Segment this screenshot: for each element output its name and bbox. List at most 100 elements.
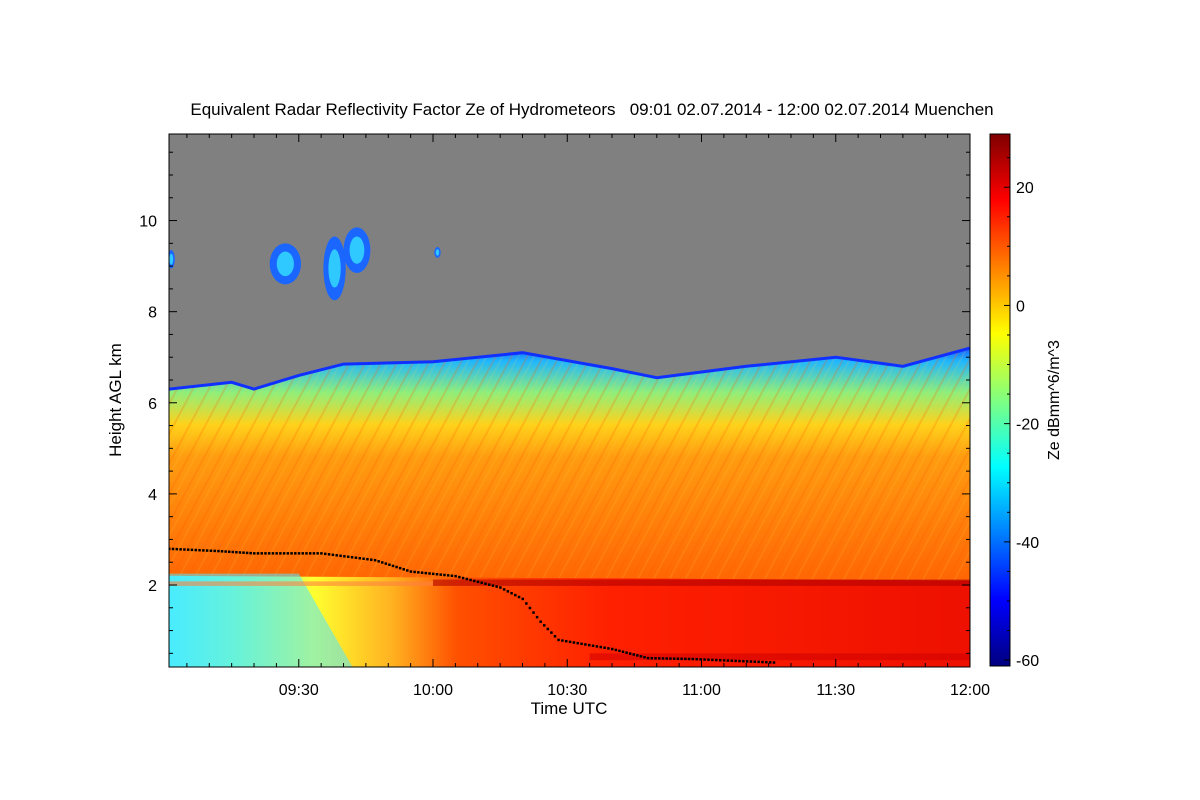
melting-layer-dot <box>320 552 323 555</box>
melting-layer-dot <box>542 624 546 627</box>
melting-layer-dot <box>343 555 346 558</box>
melting-layer-dot <box>391 564 395 568</box>
melting-layer-dot <box>358 556 362 560</box>
melting-layer-dot <box>186 548 190 551</box>
melting-layer-dot <box>568 640 572 644</box>
melting-layer-dot <box>398 566 402 570</box>
melting-layer-dot <box>691 657 695 661</box>
melting-layer-dot <box>377 560 380 563</box>
melting-layer-dot <box>428 572 431 575</box>
melting-layer-dot <box>473 579 476 583</box>
melting-layer-dot <box>514 593 517 597</box>
melting-layer-markers <box>169 547 776 664</box>
melting-layer-dot <box>484 582 487 585</box>
melting-layer-dot <box>687 657 691 661</box>
x-tick-label: 10:00 <box>413 682 453 699</box>
y-tick-label: 6 <box>148 396 157 413</box>
melting-layer-dot <box>238 551 242 554</box>
upper-cloud-core-2 <box>328 249 341 288</box>
melting-layer-dot <box>346 555 350 559</box>
melting-layer-dot <box>502 588 506 591</box>
melting-layer-dot <box>316 552 319 555</box>
melting-layer-dot <box>603 646 606 649</box>
melting-layer-dot <box>179 548 182 551</box>
x-tick-label: 11:30 <box>816 682 855 699</box>
melting-layer-dot <box>722 659 726 662</box>
plot-frame <box>168 133 971 668</box>
melting-layer-dot <box>521 597 525 601</box>
melting-layer-dot <box>417 571 420 574</box>
melting-layer-dot <box>591 644 595 648</box>
melting-layer-dot <box>510 591 513 595</box>
melting-layer-dot <box>286 552 290 555</box>
melting-layer-dot <box>264 552 267 555</box>
melting-layer-dot <box>595 645 599 648</box>
melting-layer-dot <box>432 572 435 576</box>
melting-layer-dot <box>506 590 510 593</box>
melting-layer-dot <box>227 550 231 554</box>
colorbar-tick-label: -20 <box>1016 417 1039 434</box>
melting-layer-dot <box>450 574 454 578</box>
melting-layer-dot <box>517 595 521 599</box>
melting-layer-dot <box>169 547 171 551</box>
melting-layer-dot <box>553 635 557 638</box>
near-ground-strip <box>589 653 970 661</box>
melting-layer-dot <box>654 657 657 660</box>
upper-cloud-core-5 <box>169 253 174 265</box>
melting-layer-dot <box>256 552 260 555</box>
x-tick-label: 09:30 <box>279 682 319 699</box>
melting-layer-dot <box>639 655 643 658</box>
melting-layer-dot <box>446 574 450 577</box>
melting-layer-dot <box>695 657 698 661</box>
melting-layer-dot <box>772 661 776 664</box>
melting-layer-dot <box>224 550 227 553</box>
melting-layer-dot <box>194 548 198 552</box>
melting-layer-dot <box>699 658 702 661</box>
melting-layer-dot <box>528 606 532 610</box>
melting-layer-dot <box>628 652 632 655</box>
melting-layer-dot <box>373 558 377 562</box>
melting-layer-dot <box>171 547 175 551</box>
bright-band-west <box>169 581 434 586</box>
melting-layer-dot <box>253 552 256 555</box>
x-tick-label: 10:30 <box>547 682 587 699</box>
melting-layer-dot <box>768 661 772 664</box>
melting-layer-dot <box>209 549 213 552</box>
colorbar-tick-label: 20 <box>1016 180 1034 197</box>
melting-layer-dot <box>323 552 327 556</box>
colorbar-tick-label: 0 <box>1016 298 1025 315</box>
melting-layer-dot <box>413 570 416 574</box>
melting-layer-dot <box>625 651 628 654</box>
y-axis: 2 4 6 8 10 <box>139 151 970 654</box>
melting-layer-dot <box>525 602 528 605</box>
rain-region <box>169 575 970 667</box>
melting-layer-dot <box>294 552 297 555</box>
melting-layer-dot <box>461 576 465 580</box>
melting-layer-dot <box>245 551 249 555</box>
melting-layer-dot <box>495 585 498 588</box>
melting-layer-dot <box>480 581 483 585</box>
melting-layer-dot <box>308 552 312 555</box>
melting-layer-dot <box>476 580 480 584</box>
melting-layer-dot <box>331 553 335 557</box>
melting-layer-dot <box>388 563 391 566</box>
melting-layer-dot <box>661 657 665 660</box>
melting-layer-dot <box>535 615 539 619</box>
x-tick-label: 11:00 <box>682 682 721 699</box>
melting-layer-dot <box>611 647 614 651</box>
plot-area <box>168 133 971 668</box>
melting-layer-dot <box>491 584 495 587</box>
upper-cloud-core-3 <box>349 236 365 264</box>
melting-layer-dot <box>198 548 201 552</box>
melting-layer-dot <box>614 648 618 652</box>
melting-layer-dot <box>745 660 749 663</box>
melting-layer-dot <box>715 658 718 662</box>
melting-layer-dot <box>703 658 706 661</box>
melting-layer-dot <box>672 657 676 660</box>
bright-band <box>433 579 970 586</box>
melting-layer-dot <box>305 552 308 555</box>
melting-layer-dot <box>738 659 741 663</box>
melting-layer-dot <box>271 552 275 555</box>
melting-layer-dot <box>279 552 282 555</box>
